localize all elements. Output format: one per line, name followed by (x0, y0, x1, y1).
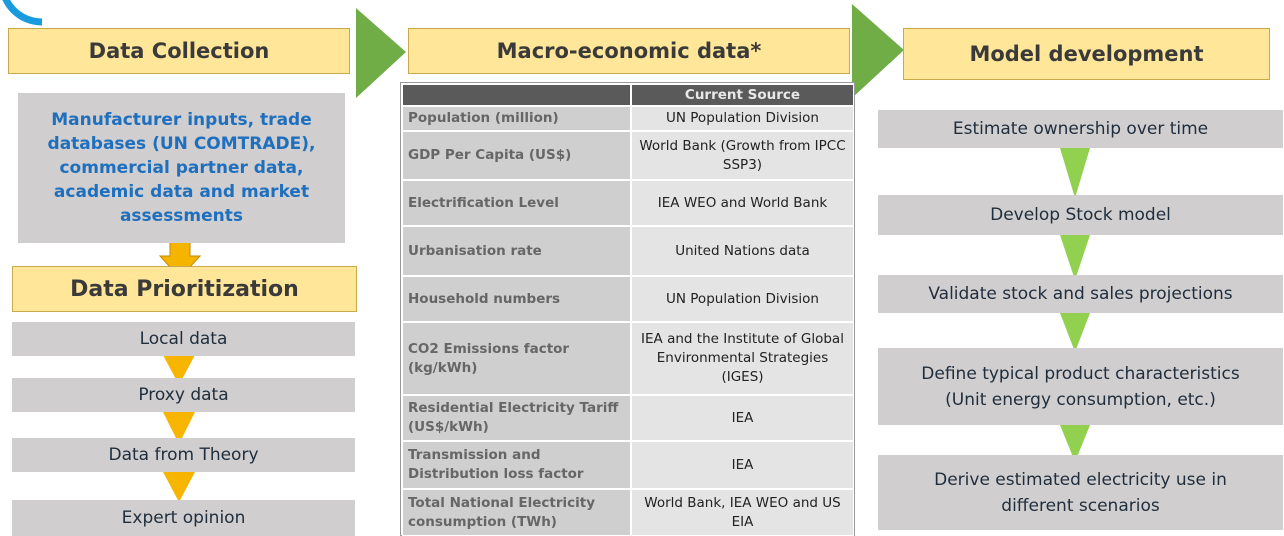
priority-step: Local data (12, 322, 355, 356)
model-step: Estimate ownership over time (878, 110, 1283, 148)
priority-step: Proxy data (12, 378, 355, 412)
model-title: Model development (903, 28, 1270, 80)
arrow (1060, 148, 1090, 198)
table-cell: Transmission and Distribution loss facto… (402, 441, 631, 489)
table-cell: Urbanisation rate (402, 226, 631, 276)
table-cell: UN Population Division (631, 106, 854, 131)
model-step: Define typical product characteristics (… (878, 348, 1283, 425)
header-blank (402, 84, 631, 106)
table-cell: Residential Electricity Tariff (US$/kWh) (402, 395, 631, 441)
priority-step: Data from Theory (12, 438, 355, 472)
arrow (163, 412, 195, 444)
model-step: Develop Stock model (878, 195, 1283, 235)
table-cell: World Bank, IEA WEO and US EIA (631, 489, 854, 536)
table-cell: IEA and the Institute of Global Environm… (631, 322, 854, 395)
table-cell: Total National Electricity consumption (… (402, 489, 631, 536)
model-step: Derive estimated electricity use in diff… (878, 455, 1283, 530)
arrow (1060, 235, 1090, 280)
table-header: Current Source (631, 84, 854, 106)
table-cell: IEA (631, 441, 854, 489)
table-cell: Electrification Level (402, 180, 631, 226)
arrow (356, 8, 406, 98)
table-cell: World Bank (Growth from IPCC SSP3) (631, 131, 854, 180)
arrow (1060, 313, 1090, 352)
table-cell: Population (million) (402, 106, 631, 131)
table-cell: CO2 Emissions factor (kg/kWh) (402, 322, 631, 395)
table-cell: Household numbers (402, 276, 631, 322)
priority-step: Expert opinion (12, 500, 355, 536)
arrow (1060, 425, 1090, 462)
arrow (852, 4, 904, 98)
model-step: Validate stock and sales projections (878, 275, 1283, 313)
table-cell: IEA (631, 395, 854, 441)
table-cell: GDP Per Capita (US$) (402, 131, 631, 180)
collection-title: Data Collection (8, 28, 350, 74)
prioritization-title: Data Prioritization (12, 266, 357, 312)
macro-title: Macro-economic data* (408, 28, 850, 74)
logo-arc (2, 0, 43, 26)
table-cell: UN Population Division (631, 276, 854, 322)
collection-text: Manufacturer inputs, trade databases (UN… (18, 93, 345, 243)
table-cell: IEA WEO and World Bank (631, 180, 854, 226)
arrow (163, 472, 195, 502)
arrow (163, 355, 195, 385)
table-cell: United Nations data (631, 226, 854, 276)
